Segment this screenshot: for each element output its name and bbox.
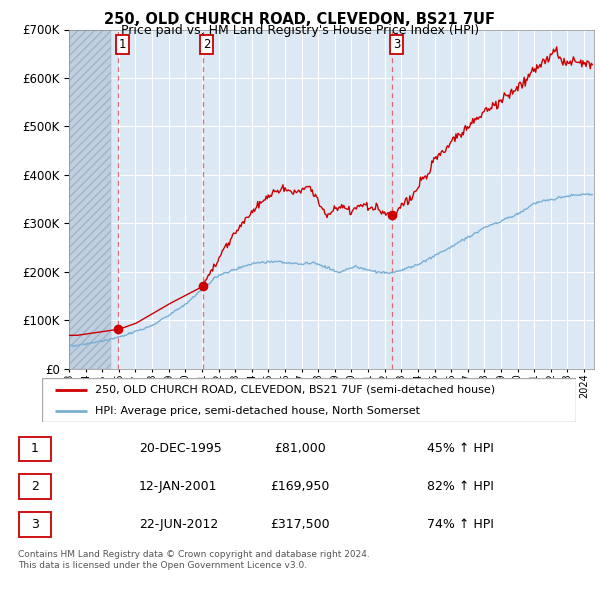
Bar <box>19 437 51 461</box>
Text: HPI: Average price, semi-detached house, North Somerset: HPI: Average price, semi-detached house,… <box>95 406 421 416</box>
Text: £81,000: £81,000 <box>274 442 326 455</box>
Text: 2: 2 <box>203 38 211 51</box>
Text: 250, OLD CHURCH ROAD, CLEVEDON, BS21 7UF (semi-detached house): 250, OLD CHURCH ROAD, CLEVEDON, BS21 7UF… <box>95 385 496 395</box>
Text: 22-JUN-2012: 22-JUN-2012 <box>139 518 218 531</box>
Text: 3: 3 <box>393 38 400 51</box>
Text: 20-DEC-1995: 20-DEC-1995 <box>139 442 221 455</box>
Bar <box>19 512 51 537</box>
Text: 74% ↑ HPI: 74% ↑ HPI <box>427 518 494 531</box>
Text: £169,950: £169,950 <box>271 480 329 493</box>
Text: Contains HM Land Registry data © Crown copyright and database right 2024.: Contains HM Land Registry data © Crown c… <box>18 550 370 559</box>
Text: £317,500: £317,500 <box>270 518 330 531</box>
Text: 2: 2 <box>31 480 39 493</box>
Text: 250, OLD CHURCH ROAD, CLEVEDON, BS21 7UF: 250, OLD CHURCH ROAD, CLEVEDON, BS21 7UF <box>104 12 496 27</box>
Bar <box>69 30 110 369</box>
Text: 1: 1 <box>119 38 126 51</box>
Text: 12-JAN-2001: 12-JAN-2001 <box>139 480 217 493</box>
Text: This data is licensed under the Open Government Licence v3.0.: This data is licensed under the Open Gov… <box>18 560 307 569</box>
Text: Price paid vs. HM Land Registry's House Price Index (HPI): Price paid vs. HM Land Registry's House … <box>121 24 479 37</box>
Bar <box>19 474 51 499</box>
Bar <box>69 30 110 369</box>
Text: 82% ↑ HPI: 82% ↑ HPI <box>427 480 494 493</box>
Text: 45% ↑ HPI: 45% ↑ HPI <box>427 442 494 455</box>
Text: 3: 3 <box>31 518 39 531</box>
Text: 1: 1 <box>31 442 39 455</box>
